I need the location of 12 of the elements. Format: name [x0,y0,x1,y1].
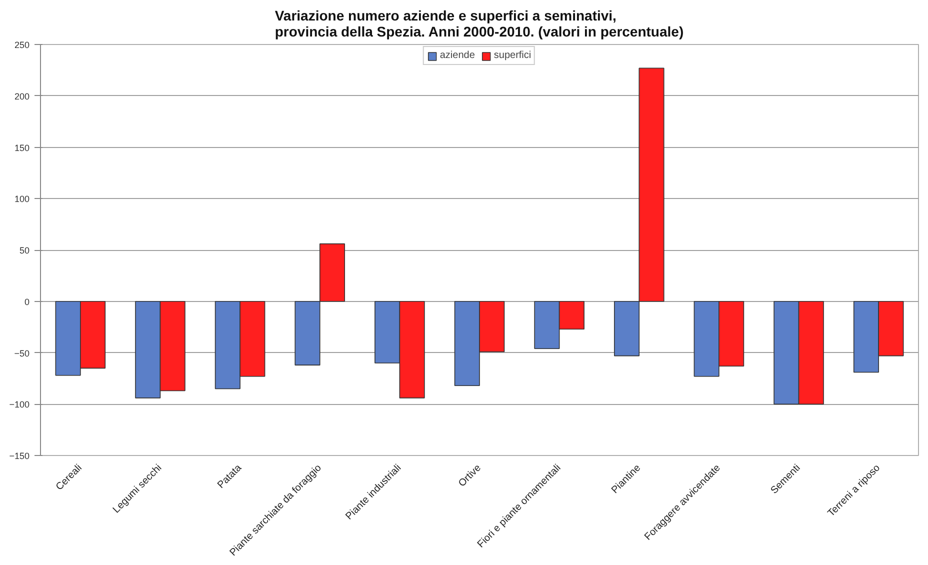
legend-label: superfici [494,50,532,61]
legend-label: aziende [440,50,475,61]
y-tick-label: 200 [14,91,30,102]
y-tick-label: −150 [9,451,30,461]
y-tick-label: 50 [19,246,30,256]
y-tick-label: 150 [14,142,30,153]
y-tick-label: 100 [14,194,30,204]
y-tick-label: −50 [14,348,30,358]
y-tick-label: 0 [24,296,30,307]
chart-title: Variazione numero aziende e superfici a seminativi, provincia della Spezia. Anni 2000-2010. (valori in percentuale) [274,8,684,40]
y-tick-label: 250 [14,40,30,50]
y-tick-label: −100 [9,400,30,410]
